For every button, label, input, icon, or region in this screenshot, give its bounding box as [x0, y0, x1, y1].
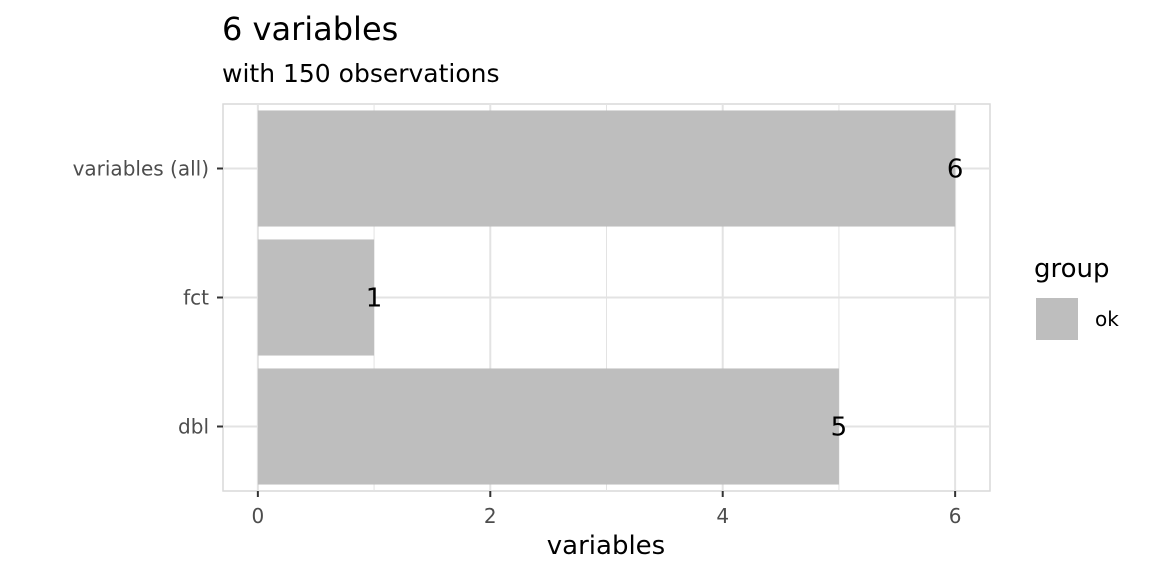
legend: group ok: [1034, 254, 1119, 340]
bar-dbl: [257, 368, 839, 485]
chart-title: 6 variables: [222, 10, 398, 48]
y-tick-label: fct: [183, 286, 209, 310]
y-axis: variables (all) fct dbl: [73, 157, 223, 439]
x-axis-title: variables: [547, 531, 665, 561]
legend-title: group: [1034, 254, 1110, 284]
x-tick-label: 2: [484, 504, 497, 528]
y-tick-label: variables (all): [73, 157, 209, 181]
x-tick-label: 4: [716, 504, 729, 528]
x-tick-label: 0: [251, 504, 264, 528]
data-label: 5: [831, 413, 848, 443]
data-label: 1: [366, 284, 383, 314]
bars: [257, 110, 956, 485]
bar-variables-all: [257, 110, 956, 227]
x-tick-label: 6: [949, 504, 962, 528]
x-axis: 0 2 4 6: [251, 491, 962, 528]
y-tick-label: dbl: [178, 415, 209, 439]
legend-key-ok: [1036, 298, 1078, 340]
bar-fct: [257, 239, 375, 356]
legend-label-ok: ok: [1095, 307, 1119, 331]
data-labels: 6 1 5: [366, 155, 964, 443]
data-label: 6: [947, 155, 964, 185]
chart-subtitle: with 150 observations: [222, 59, 500, 88]
